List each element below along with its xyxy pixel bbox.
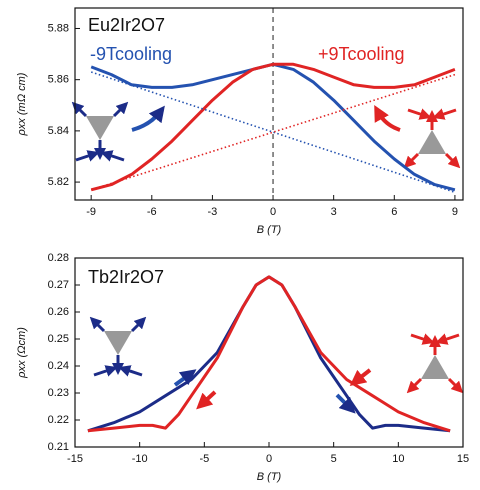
field-arrow <box>173 369 197 387</box>
x-tick-label: 10 <box>392 453 404 465</box>
y-tick-label: 0.21 <box>48 441 69 453</box>
x-axis-label: B (T) <box>257 471 282 483</box>
x-tick-label: 0 <box>270 206 276 218</box>
field-arrow <box>131 105 165 132</box>
x-axis-label: B (T) <box>257 224 282 236</box>
x-tick-label: 9 <box>452 206 458 218</box>
x-tick-label: 15 <box>457 453 469 465</box>
y-axis-label: ρxx (Ωcm) <box>16 327 28 379</box>
annotation: +9Tcooling <box>318 44 405 64</box>
y-tick-label: 5.82 <box>48 176 69 188</box>
x-tick-label: 6 <box>391 206 397 218</box>
spin-icon <box>406 333 464 394</box>
series-line <box>87 275 451 433</box>
field-arrow <box>196 390 217 410</box>
x-tick-label: 3 <box>331 206 337 218</box>
x-tick-label: -10 <box>132 453 148 465</box>
y-tick-label: 5.86 <box>48 74 69 86</box>
annotation: -9Tcooling <box>90 44 172 64</box>
spin-icon <box>89 316 147 377</box>
panel-title: Eu2Ir2O7 <box>88 15 165 35</box>
x-tick-label: -5 <box>199 453 209 465</box>
x-tick-label: -15 <box>67 453 83 465</box>
field-arrow <box>374 104 401 132</box>
y-axis-label: ρxx (mΩ cm) <box>16 72 28 136</box>
field-arrow <box>349 368 372 386</box>
series-line <box>90 62 456 192</box>
x-tick-label: 5 <box>331 453 337 465</box>
y-tick-label: 0.23 <box>48 387 69 399</box>
field-arrow <box>335 393 356 414</box>
panel-title: Tb2Ir2O7 <box>88 267 164 287</box>
plot-frame <box>74 7 464 201</box>
series-line <box>87 275 451 433</box>
y-tick-label: 0.24 <box>48 360 69 372</box>
y-tick-label: 0.25 <box>48 333 69 345</box>
x-tick-label: -9 <box>86 206 96 218</box>
x-tick-label: 0 <box>266 453 272 465</box>
x-tick-label: -6 <box>147 206 157 218</box>
x-tick-label: -3 <box>208 206 218 218</box>
y-tick-label: 0.22 <box>48 414 69 426</box>
y-tick-label: 0.26 <box>48 306 69 318</box>
spin-icon <box>403 108 461 169</box>
y-tick-label: 0.28 <box>48 252 69 264</box>
y-tick-label: 5.84 <box>48 125 69 137</box>
plot-frame <box>74 257 464 448</box>
y-tick-label: 5.88 <box>48 22 69 34</box>
y-tick-label: 0.27 <box>48 279 69 291</box>
spin-icon <box>71 101 129 162</box>
